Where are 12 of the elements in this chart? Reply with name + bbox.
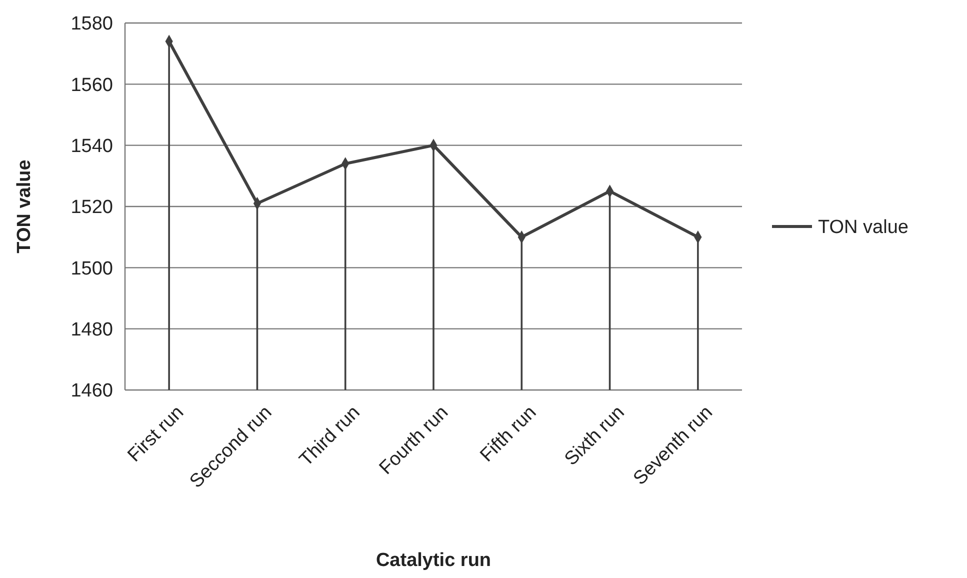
legend-label: TON value — [818, 217, 908, 238]
y-tick-label: 1460 — [70, 380, 113, 402]
y-tick-label: 1520 — [70, 197, 113, 218]
y-axis-title: TON value — [14, 160, 35, 254]
x-tick-label: Fifth run — [476, 402, 541, 466]
y-tick-label: 1580 — [70, 14, 113, 35]
y-tick-label: 1480 — [70, 319, 113, 340]
y-tick-label: 1500 — [70, 258, 113, 280]
y-tick-label: 1540 — [70, 136, 113, 157]
y-tick-label: 1560 — [70, 74, 113, 96]
x-axis-title: Catalytic run — [376, 550, 492, 571]
x-tick-label: First run — [124, 402, 188, 466]
